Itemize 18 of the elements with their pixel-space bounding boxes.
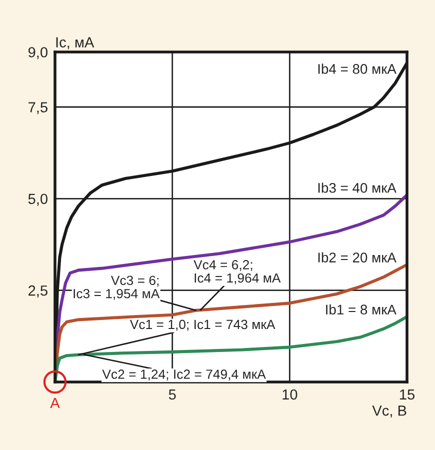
- y-axis-title: Ic, мА: [56, 37, 94, 50]
- series-label: Ib2 = 20 мкА: [318, 252, 396, 262]
- y-tick-label: 7,5: [28, 102, 48, 114]
- x-tick-label: 15: [400, 389, 414, 400]
- x-tick-label: 5: [168, 389, 176, 400]
- y-tick-label: 2,5: [28, 285, 48, 298]
- annotation: A: [50, 398, 60, 408]
- annotation: Vc2 = 1,24; Ic2 = 749,4 мкА: [102, 370, 266, 380]
- annotation: Vc1 = 1,0; Ic1 = 743 мкА: [130, 320, 276, 331]
- series-label: Ib1 = 8 мкА: [326, 304, 396, 315]
- series-label: Ib3 = 40 мкА: [318, 182, 396, 193]
- series-label: Ib4 = 80 мкА: [318, 64, 396, 74]
- annotation: Vc3 = 6; Ic3 = 1,954 мА: [74, 276, 160, 300]
- y-tick-label: 9,0: [28, 47, 48, 60]
- x-tick-label: 10: [282, 389, 298, 400]
- annotation: Vc4 = 6,2; Ic4 = 1,964 мА: [194, 260, 281, 284]
- y-tick-label: 5,0: [28, 194, 48, 206]
- x-axis-title: Vc, B: [372, 406, 406, 418]
